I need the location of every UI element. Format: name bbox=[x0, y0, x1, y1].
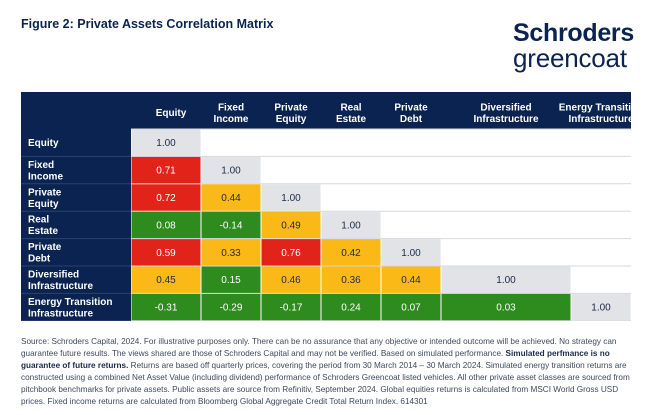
cell-value: 0.44 bbox=[401, 275, 421, 286]
cell-value: 0.03 bbox=[496, 303, 516, 314]
column-header: Private Equity bbox=[274, 102, 308, 125]
matrix-cell bbox=[321, 266, 381, 293]
cell-value: 1.00 bbox=[591, 303, 611, 314]
source-note-warning: Simulated perfmance is no guarantee of f… bbox=[21, 349, 610, 370]
row-header: Real Estate bbox=[28, 215, 58, 238]
cell-value: -0.31 bbox=[155, 303, 178, 314]
matrix-cell bbox=[201, 239, 261, 266]
cell-value: 0.45 bbox=[156, 275, 176, 286]
cell-value: 1.00 bbox=[401, 248, 421, 259]
source-note-text-cont: Returns are based off quarterly prices, … bbox=[21, 361, 630, 406]
cell-value: 1.00 bbox=[156, 138, 176, 149]
source-note: Source: Schroders Capital, 2024. For ill… bbox=[21, 336, 631, 408]
matrix-cell bbox=[131, 293, 201, 321]
row-header: Energy Transition Infrastructure bbox=[28, 297, 112, 320]
cell-value: -0.29 bbox=[220, 303, 243, 314]
cell-value: -0.17 bbox=[280, 303, 303, 314]
matrix-cell bbox=[131, 239, 201, 266]
matrix-cell bbox=[441, 266, 571, 293]
cell-value: 0.08 bbox=[156, 220, 176, 231]
cell-value: 0.59 bbox=[156, 248, 176, 259]
matrix-cell bbox=[201, 266, 261, 293]
header-band bbox=[21, 92, 631, 129]
cell-value: 0.49 bbox=[281, 220, 301, 231]
row-header: Fixed Income bbox=[28, 160, 63, 183]
correlation-matrix: Equity Fixed Income Private Equity Real Estate… bbox=[21, 92, 631, 321]
row-header: Diversified Infrastructure bbox=[28, 269, 93, 292]
figure-title: Figure 2: Private Assets Correlation Mat… bbox=[21, 17, 274, 31]
row-label-band bbox=[21, 129, 131, 321]
cell-value: 0.15 bbox=[221, 275, 241, 286]
cell-value: 0.33 bbox=[221, 248, 241, 259]
matrix-cell bbox=[441, 293, 571, 321]
matrix-cell bbox=[261, 266, 321, 293]
row-header: Private Debt bbox=[28, 242, 62, 264]
cell-value: -0.14 bbox=[220, 220, 243, 231]
cell-value: 0.71 bbox=[156, 166, 176, 177]
matrix-cell bbox=[321, 211, 381, 239]
cell-value: 0.36 bbox=[341, 275, 361, 286]
matrix-cell bbox=[261, 211, 321, 239]
matrix-cell bbox=[131, 156, 201, 184]
cell-value: 1.00 bbox=[496, 275, 516, 286]
matrix-cell bbox=[131, 211, 201, 239]
matrix-cell bbox=[201, 184, 261, 211]
matrix-cell bbox=[131, 184, 201, 211]
matrix-cell bbox=[201, 293, 261, 321]
cell-value: 0.72 bbox=[156, 193, 176, 204]
matrix-cell bbox=[261, 239, 321, 266]
cell-value: 0.46 bbox=[281, 275, 301, 286]
matrix-cell bbox=[201, 156, 261, 184]
cell-value: 1.00 bbox=[341, 220, 361, 231]
cell-value: 0.07 bbox=[401, 303, 421, 314]
cell-value: 1.00 bbox=[221, 166, 241, 177]
column-header: Fixed Income bbox=[213, 102, 248, 125]
cell-value: 0.24 bbox=[341, 303, 361, 314]
cell-value: 0.76 bbox=[281, 248, 301, 259]
source-note-text: Source: Schroders Capital, 2024. For ill… bbox=[21, 337, 617, 358]
matrix-cell bbox=[381, 239, 441, 266]
cell-value: 1.00 bbox=[281, 193, 301, 204]
logo-line-1: Schroders bbox=[513, 19, 634, 47]
column-header: Real Estate bbox=[336, 102, 366, 125]
matrix-cell bbox=[321, 239, 381, 266]
matrix-cell bbox=[571, 293, 631, 321]
cell-value: 0.42 bbox=[341, 248, 361, 259]
matrix-cell bbox=[321, 293, 381, 321]
matrix-cell bbox=[261, 184, 321, 211]
matrix-cell bbox=[261, 293, 321, 321]
matrix-cell bbox=[201, 211, 261, 239]
schroders-greencoat-logo: Schroders greencoat bbox=[513, 19, 634, 73]
cell-value: 0.44 bbox=[221, 193, 241, 204]
column-header: Equity bbox=[156, 108, 187, 119]
matrix-cell bbox=[131, 129, 201, 156]
row-header: Equity bbox=[28, 138, 59, 149]
row-header: Private Equity bbox=[28, 187, 62, 210]
column-header: Diversified Infrastructure bbox=[473, 102, 538, 125]
logo-line-2: greencoat bbox=[513, 43, 627, 73]
matrix-cell bbox=[381, 266, 441, 293]
matrix-cell bbox=[131, 266, 201, 293]
column-header: Private Debt bbox=[394, 102, 428, 125]
matrix-cell bbox=[381, 293, 441, 321]
